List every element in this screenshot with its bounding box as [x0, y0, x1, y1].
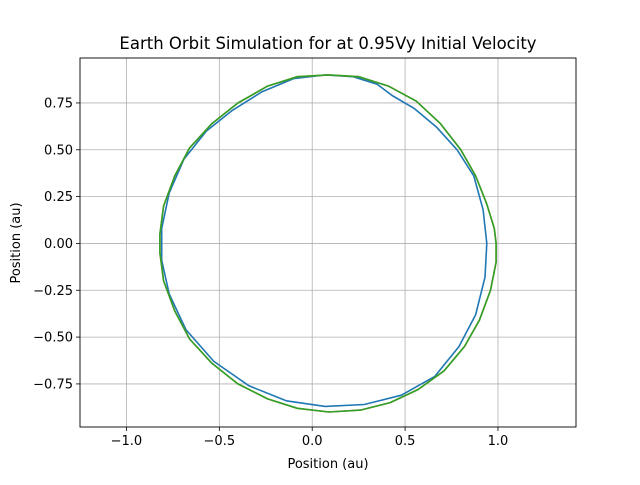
- x-tick-label: −1.0: [111, 434, 143, 449]
- plot-frame: [79, 57, 577, 428]
- y-axis-label: Position (au): [9, 202, 24, 283]
- series-layer: [159, 74, 497, 413]
- x-tick-label: 0.0: [302, 434, 323, 449]
- y-tick-label: 0.50: [44, 143, 73, 158]
- chart-title: Earth Orbit Simulation for at 0.95Vy Ini…: [119, 34, 536, 53]
- y-tick-label: 0.25: [44, 190, 73, 205]
- x-axis: −1.0 −0.5 0.0 0.5 1.0: [111, 427, 509, 449]
- x-tick-label: 0.5: [395, 434, 416, 449]
- y-tick-label: 0.00: [44, 237, 73, 252]
- y-axis: −0.75 −0.50 −0.25 0.00 0.25 0.50 0.75: [33, 96, 80, 392]
- orbit-series-line-1: [160, 74, 488, 408]
- y-tick-label: −0.25: [33, 284, 73, 299]
- y-tick-label: −0.50: [33, 331, 73, 346]
- grid: [80, 58, 576, 427]
- x-tick-label: −0.5: [204, 434, 236, 449]
- y-tick-label: 0.75: [44, 96, 73, 111]
- orbit-series-line-3: [159, 74, 497, 413]
- x-axis-label: Position (au): [287, 457, 368, 472]
- y-tick-label: −0.75: [33, 377, 73, 392]
- x-tick-label: 1.0: [488, 434, 509, 449]
